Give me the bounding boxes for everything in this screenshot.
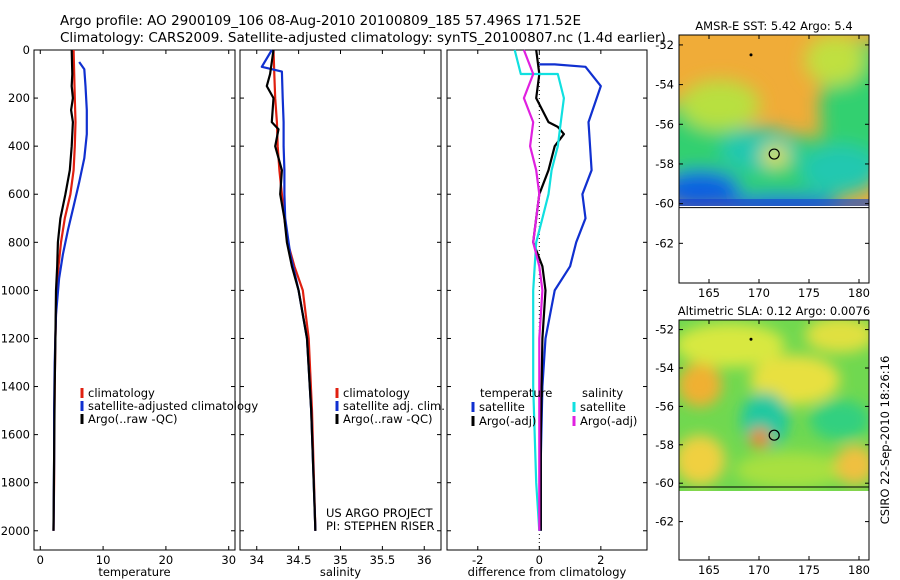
series-line-3 (513, 49, 566, 531)
profile-panel-1: 0 200 400 600 800 1000 1200 1400 1600 1800 2000 0 10… (1, 43, 259, 579)
legend-title: temperature (480, 386, 552, 400)
y-tick-label: -60 (655, 197, 674, 211)
x-tick-label: 0 (37, 553, 44, 567)
map-panel-2: Altimetric SLA: 0.12 Argo: 0.0076 -52 -54 -… (655, 304, 870, 577)
y-tick-label: -62 (655, 236, 674, 250)
series-line-1 (272, 49, 317, 531)
x-axis-label: salinity (320, 565, 361, 579)
header-line-2: Climatology: CARS2009. Satellite-adjuste… (60, 30, 666, 46)
x-tick-label: 35.5 (370, 553, 396, 567)
y-tick-label: 800 (8, 235, 30, 249)
x-tick-label: 175 (798, 563, 820, 577)
y-tick-label: 1400 (1, 380, 30, 394)
x-tick-label: 35 (333, 553, 348, 567)
x-tick-label: 34.5 (286, 553, 312, 567)
legend-entry: climatology (88, 386, 155, 400)
series-line-4 (522, 49, 544, 531)
x-tick-label: 36 (417, 553, 432, 567)
legend-entry: Argo(-adj) (479, 414, 536, 428)
y-tick-label: -56 (655, 399, 674, 413)
y-tick-label: 600 (8, 187, 30, 201)
small-marker (749, 337, 753, 341)
y-tick-label: -60 (655, 476, 674, 490)
legend-entry: satellite (580, 400, 626, 414)
map-panel-1: AMSR-E SST: 5.42 Argo: 5.4 -52 -54 -56 -58 -6… (655, 19, 870, 300)
x-tick-label: 165 (698, 286, 720, 300)
y-tick-label: 400 (8, 139, 30, 153)
x-tick-label: 175 (798, 286, 820, 300)
y-tick-label: 1200 (1, 331, 30, 345)
x-tick-label: -2 (472, 553, 483, 567)
map-title: Altimetric SLA: 0.12 Argo: 0.0076 (678, 304, 870, 318)
header-line-1: Argo profile: AO 2900109_106 08-Aug-2010… (60, 13, 581, 29)
series-line-1 (539, 63, 602, 531)
x-tick-label: 30 (221, 553, 236, 567)
legend-entry: satellite (479, 400, 525, 414)
map-frame (678, 34, 870, 284)
y-tick-label: -58 (655, 157, 674, 171)
x-axis-label: temperature (98, 565, 170, 579)
y-tick-label: 0 (23, 43, 30, 57)
small-marker (749, 53, 753, 57)
series-line-2 (532, 49, 566, 531)
legend-entry: satellite adj. clim. (343, 399, 445, 413)
series-line-2 (52, 61, 88, 531)
y-tick-label: -58 (655, 438, 674, 452)
series-line-2 (260, 49, 317, 531)
y-tick-label: -54 (655, 361, 674, 375)
series-line-3 (265, 49, 317, 531)
x-tick-label: 165 (698, 563, 720, 577)
x-tick-label: 20 (159, 553, 174, 567)
legend-entry: Argo(..raw -QC) (343, 412, 433, 426)
legend-entry: satellite-adjusted climatology (88, 399, 258, 413)
sst-map-field (679, 35, 869, 206)
y-tick-label: 1800 (1, 476, 30, 490)
series-line-3 (52, 49, 75, 531)
panel-frame (239, 49, 442, 551)
sla-map-field (679, 320, 869, 491)
legend-title: salinity (582, 386, 623, 400)
profile-panel-2: 34 34.5 35 35.5 36 salinity climatologysatelli… (239, 49, 445, 579)
argo-position-marker (768, 148, 780, 160)
y-tick-label: -54 (655, 78, 674, 92)
x-axis-label: difference from climatology (468, 565, 627, 579)
legend-entry: Argo(..raw -QC) (88, 412, 178, 426)
annotation-line: US ARGO PROJECT (326, 506, 434, 520)
x-tick-label: 170 (748, 563, 770, 577)
x-tick-label: 10 (96, 553, 111, 567)
x-tick-label: 170 (748, 286, 770, 300)
y-tick-label: -52 (655, 38, 674, 52)
y-tick-label: 200 (8, 91, 30, 105)
panel-frame (446, 49, 648, 551)
panel-frame (33, 49, 236, 551)
x-tick-label: 2 (597, 553, 604, 567)
credit-stamp: CSIRO 22-Sep-2010 18:26:16 (878, 356, 892, 525)
y-tick-label: 1000 (1, 283, 30, 297)
x-tick-label: 180 (848, 563, 870, 577)
y-tick-label: -52 (655, 323, 674, 337)
map-frame (678, 319, 870, 561)
y-tick-label: 1600 (1, 428, 30, 442)
legend-entry: Argo(-adj) (580, 414, 637, 428)
x-tick-label: 34 (249, 553, 264, 567)
map-title: AMSR-E SST: 5.42 Argo: 5.4 (695, 19, 852, 33)
y-tick-label: 2000 (1, 524, 30, 538)
x-tick-label: 180 (848, 286, 870, 300)
legend-entry: climatology (343, 386, 410, 400)
x-tick-label: 0 (536, 553, 543, 567)
annotation-line: PI: STEPHEN RISER (326, 519, 435, 533)
y-tick-label: -56 (655, 117, 674, 131)
y-tick-label: -62 (655, 515, 674, 529)
argo-position-marker (768, 429, 780, 441)
